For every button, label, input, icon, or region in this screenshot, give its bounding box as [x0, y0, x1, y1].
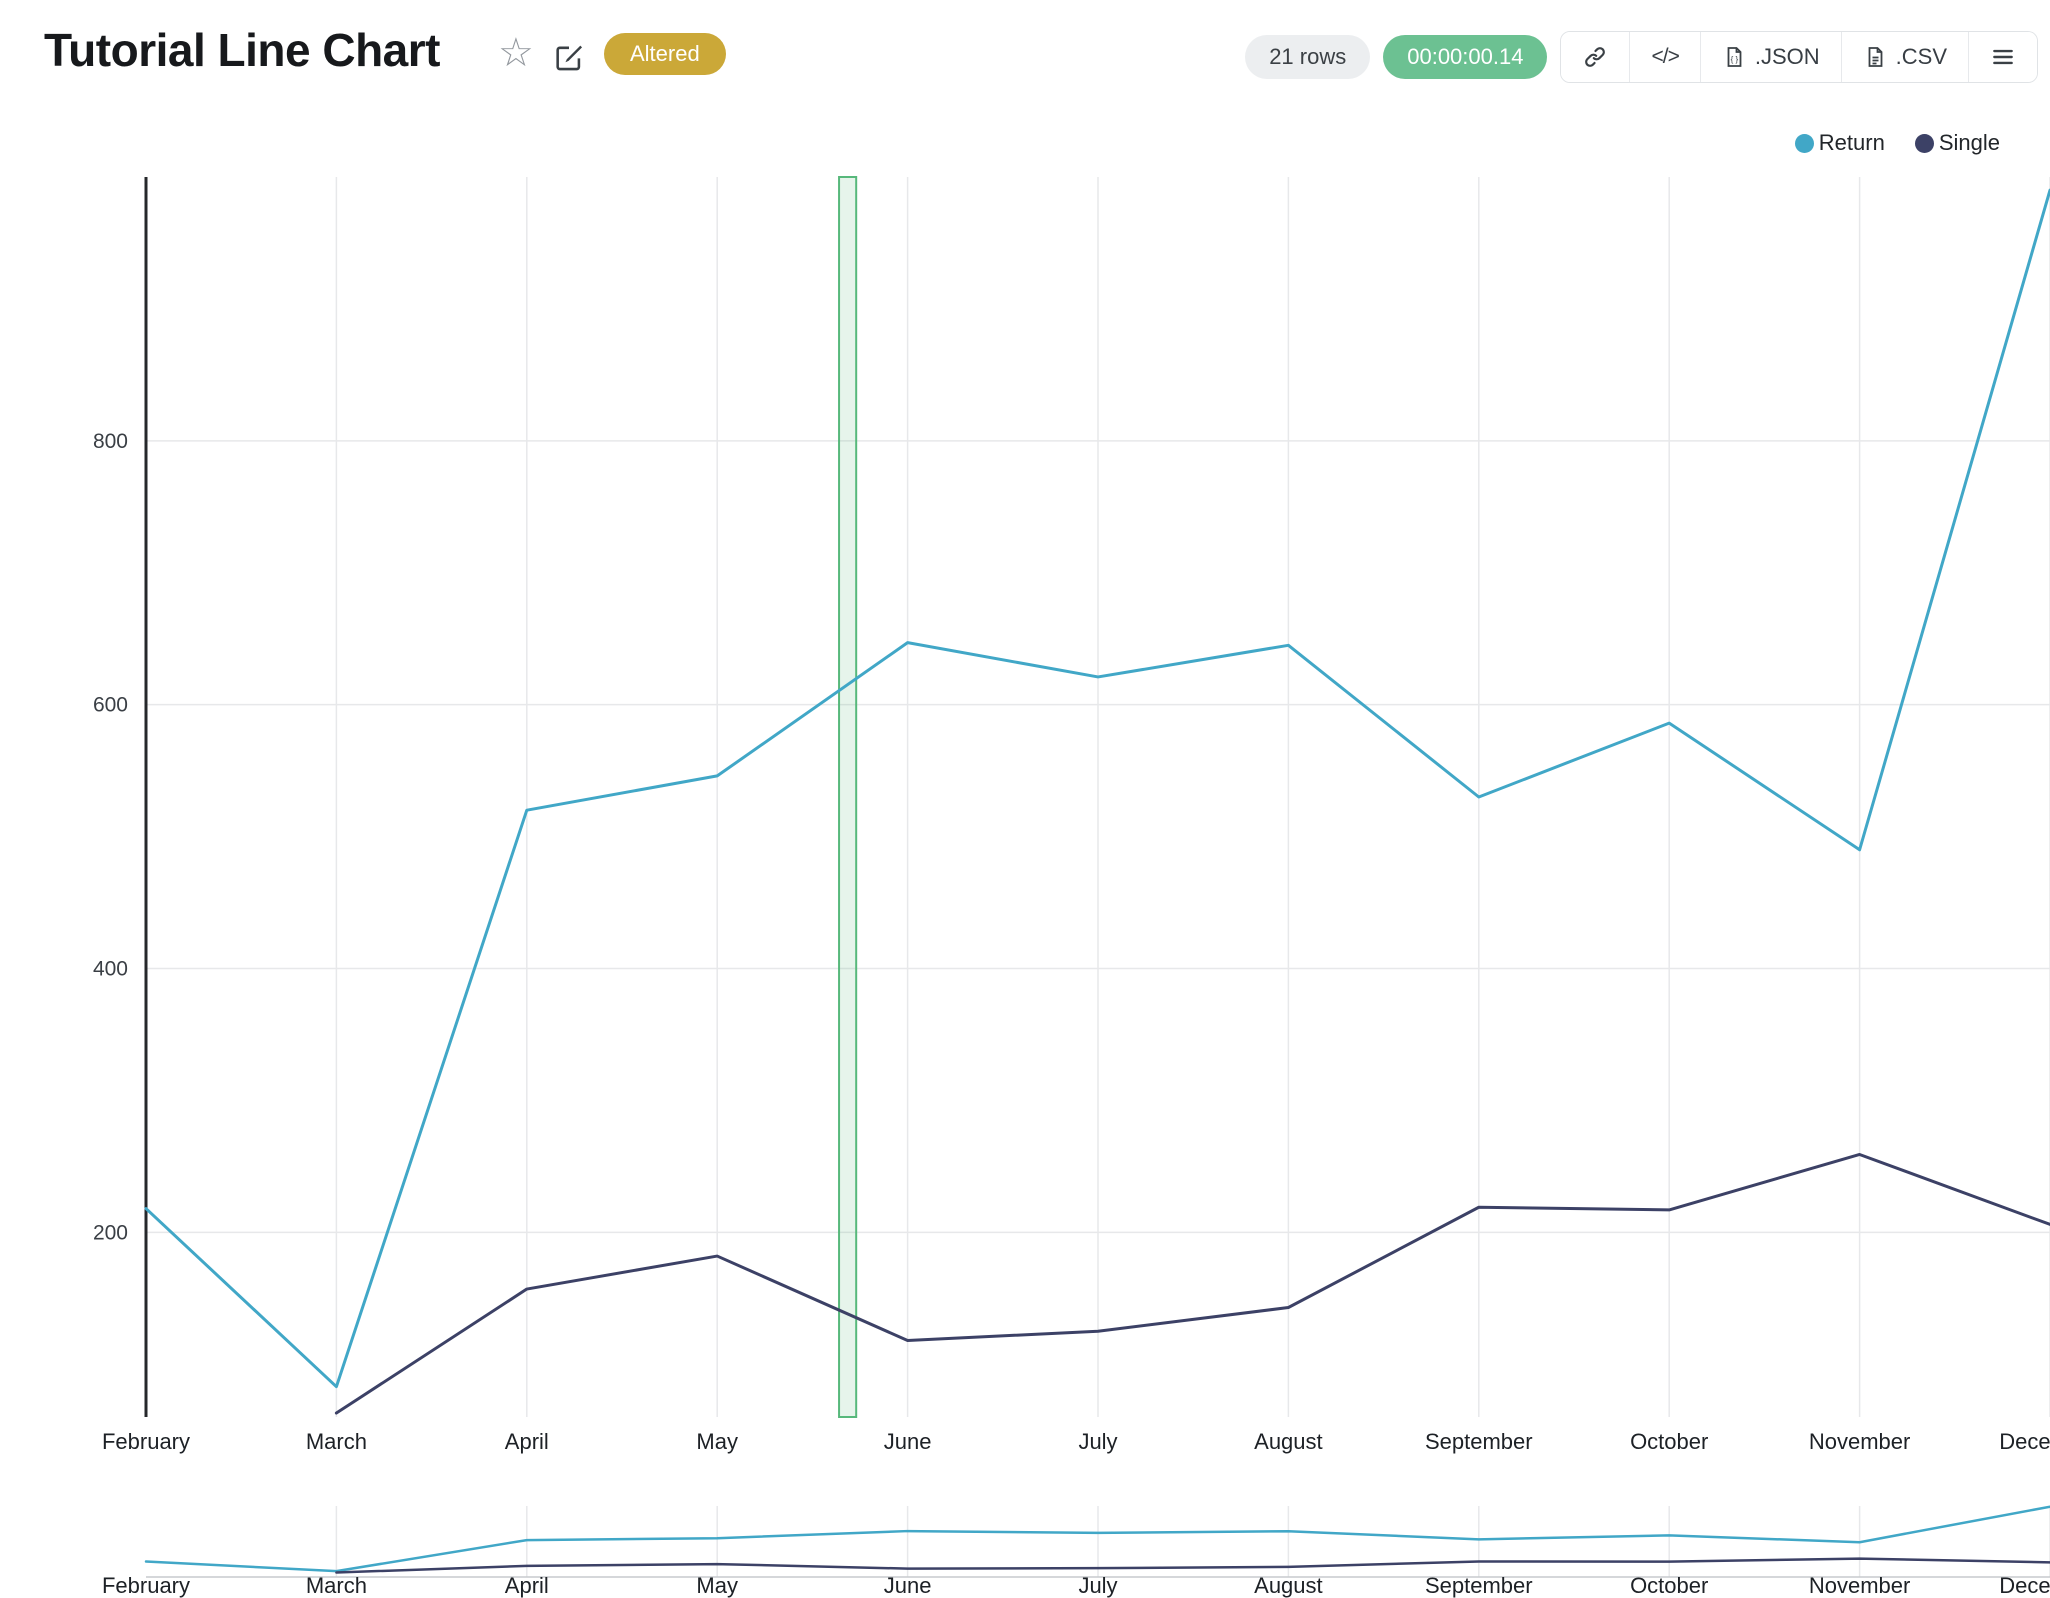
json-export-label: .JSON: [1754, 44, 1820, 69]
link-button[interactable]: [1561, 32, 1631, 82]
timer-badge: 00:00:00.14: [1383, 35, 1548, 79]
code-icon: </>: [1651, 45, 1679, 68]
csv-file-icon: [1863, 44, 1887, 70]
overview-x-tick-label: October: [1630, 1573, 1708, 1598]
overview-x-tick-label: December: [1999, 1573, 2050, 1598]
y-tick-label: 800: [93, 430, 128, 453]
csv-export-label: .CSV: [1895, 44, 1947, 69]
edit-icon[interactable]: [552, 40, 586, 74]
series-return-line[interactable]: [144, 188, 2050, 1389]
x-tick-label: February: [102, 1429, 190, 1454]
overview-x-tick-label: May: [696, 1573, 738, 1598]
overview-x-tick-label: August: [1254, 1573, 1323, 1598]
legend-item-return[interactable]: Return: [1794, 130, 1885, 156]
export-button-group: </> { } .JSON .CSV: [1560, 31, 2038, 83]
svg-text:{ }: { }: [1730, 55, 1738, 64]
single-series-dot: [1914, 133, 1934, 153]
json-file-icon: { }: [1722, 44, 1746, 70]
star-icon[interactable]: ☆: [498, 31, 534, 75]
x-tick-label: April: [505, 1429, 549, 1454]
legend-label-return: Return: [1818, 130, 1885, 155]
overview-x-tick-label: March: [306, 1573, 367, 1598]
legend-label-single: Single: [1938, 130, 2000, 155]
legend-item-single[interactable]: Single: [1914, 130, 2000, 156]
x-tick-label: October: [1630, 1429, 1708, 1454]
y-tick-label: 600: [93, 694, 128, 717]
x-tick-label: September: [1425, 1429, 1533, 1454]
y-tick-label: 200: [93, 1221, 128, 1244]
page-title: Tutorial Line Chart: [44, 24, 441, 76]
link-icon: [1582, 44, 1608, 70]
x-tick-label: December: [1999, 1429, 2050, 1454]
overview-x-tick-label: June: [884, 1573, 932, 1598]
header: Tutorial Line Chart ☆ Altered 21 rows 00…: [0, 0, 2050, 110]
overview-series-single-line: [335, 1557, 2050, 1574]
series-single-line[interactable]: [334, 1152, 2050, 1415]
overview-x-tick-label: April: [505, 1573, 549, 1598]
x-tick-label: August: [1254, 1429, 1323, 1454]
header-controls: 21 rows 00:00:00.14 </> { }: [1245, 31, 2038, 83]
x-tick-label: May: [696, 1429, 738, 1454]
overview-x-tick-label: February: [102, 1573, 190, 1598]
overview-x-tick-label: July: [1078, 1573, 1117, 1598]
overview-x-tick-label: September: [1425, 1573, 1533, 1598]
menu-button[interactable]: [1969, 32, 2037, 82]
json-export-button[interactable]: { } .JSON: [1700, 32, 1842, 82]
altered-badge: Altered: [604, 33, 726, 75]
return-series-dot: [1794, 133, 1814, 153]
csv-export-button[interactable]: .CSV: [1841, 32, 1969, 82]
embed-code-button[interactable]: </>: [1630, 32, 1701, 82]
y-tick-label: 400: [93, 957, 128, 980]
x-tick-label: June: [884, 1429, 932, 1454]
chart-legend: Return Single: [1794, 130, 2000, 156]
selection-band[interactable]: [838, 176, 858, 1418]
rows-badge: 21 rows: [1245, 35, 1371, 79]
overview-x-tick-label: November: [1809, 1573, 1910, 1598]
x-tick-label: July: [1078, 1429, 1117, 1454]
x-tick-label: November: [1809, 1429, 1910, 1454]
x-tick-label: March: [306, 1429, 367, 1454]
menu-icon: [1990, 44, 2016, 70]
overview-series-return-line: [144, 1505, 2050, 1573]
